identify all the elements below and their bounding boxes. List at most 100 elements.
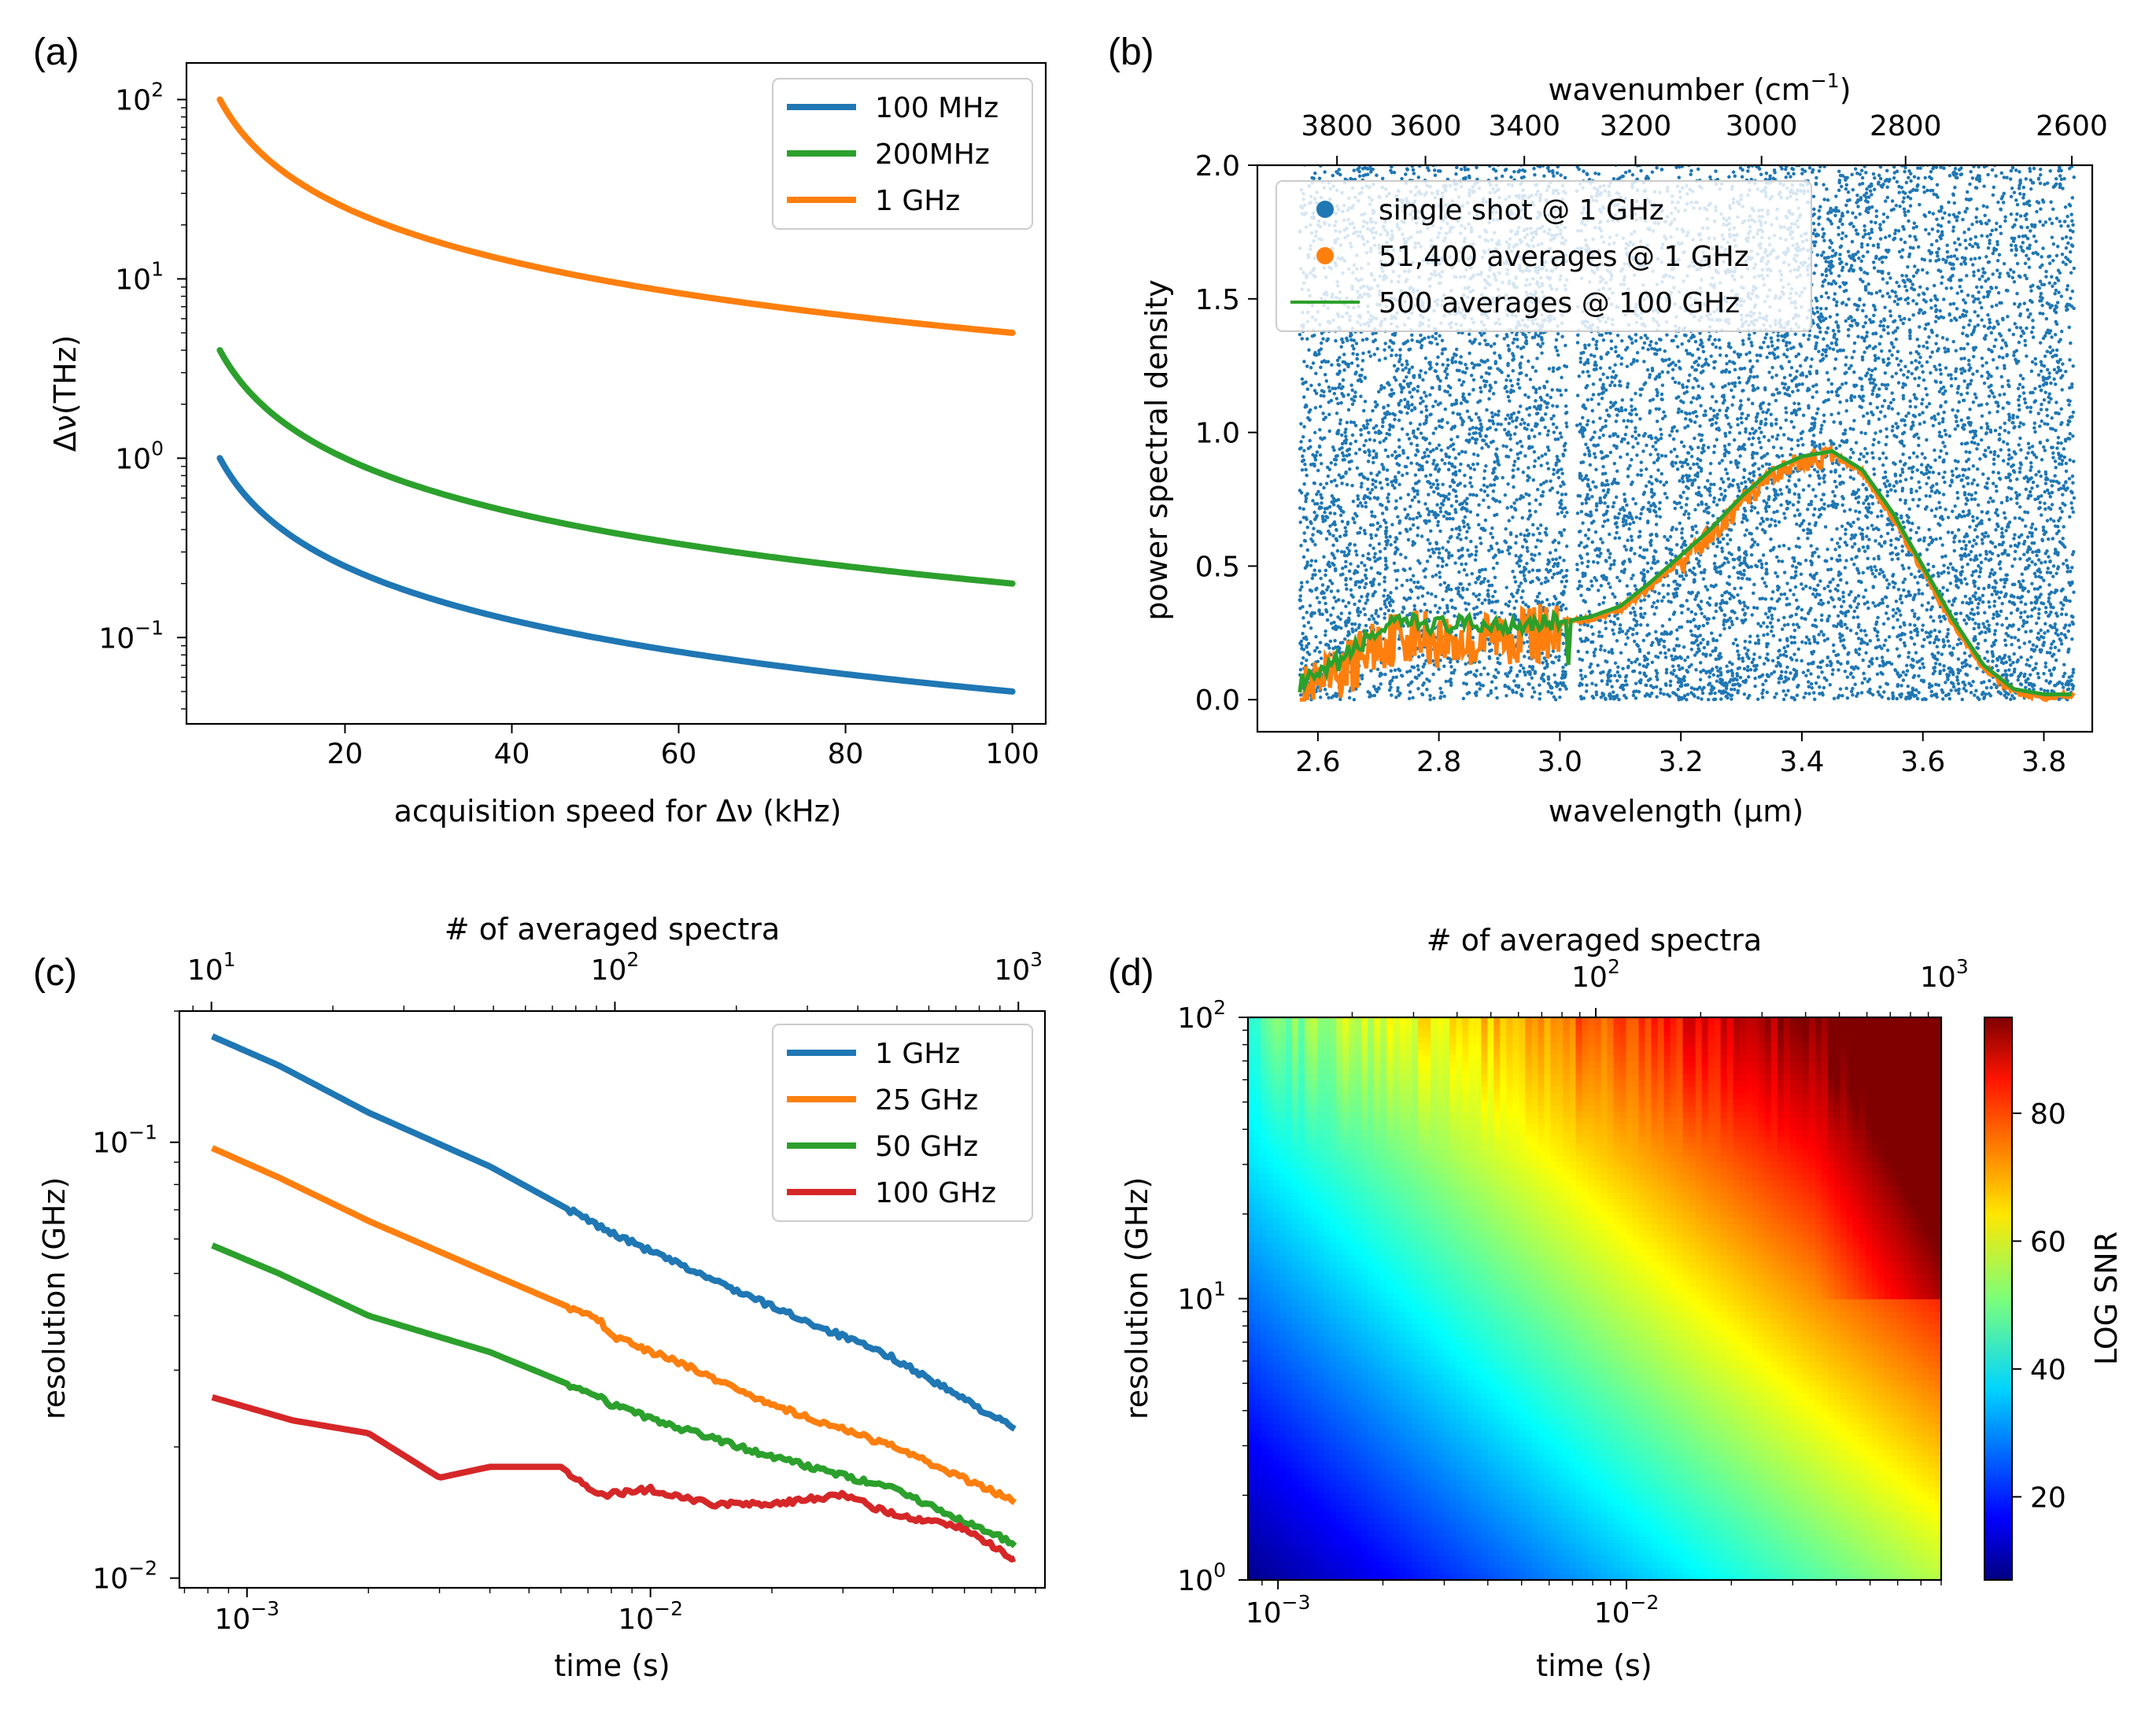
heatmap-cell [1349,1217,1356,1224]
heatmap-cell [1500,1224,1508,1231]
heatmap-cell [1393,1286,1401,1294]
heatmap-cell [1512,1373,1520,1381]
heatmap-cell [1261,1555,1268,1562]
heatmap-cell [1292,1217,1299,1224]
heatmap-cell [1386,1567,1394,1574]
heatmap-cell [1355,1423,1362,1431]
heatmap-cell [1550,1111,1558,1118]
heatmap-cell [1531,1511,1539,1519]
heatmap-cell [1506,1349,1514,1356]
heatmap-cell [1569,1130,1577,1137]
heatmap-cell [1519,1548,1527,1556]
heatmap-cell [1449,1167,1457,1175]
heatmap-cell [1380,1492,1387,1500]
heatmap-cell [1575,1411,1583,1419]
heatmap-cell [1500,1054,1508,1062]
heatmap-cell [1525,1192,1533,1200]
heatmap-cell [1512,1398,1520,1406]
heatmap-cell [1368,1292,1375,1300]
heatmap-cell [1380,1142,1387,1150]
heatmap-cell [1500,1504,1508,1512]
heatmap-cell [1487,1279,1495,1287]
heatmap-cell [1330,1267,1337,1275]
heatmap-cell [1267,1398,1274,1406]
heatmap-cell [1481,1192,1489,1200]
heatmap-cell [1412,1548,1419,1556]
heatmap-cell [1481,1042,1489,1050]
heatmap-cell [1267,1267,1274,1275]
heatmap-cell [1462,1086,1470,1094]
heatmap-cell [1254,1330,1261,1337]
heatmap-cell [1569,1492,1577,1500]
heatmap-cell [1493,1073,1501,1081]
heatmap-cell [1556,1254,1564,1262]
heatmap-cell [1374,1080,1381,1087]
heatmap-cell [1380,1130,1387,1137]
heatmap-cell [1279,1373,1287,1381]
heatmap-cell [1538,1392,1545,1400]
heatmap-cell [1336,1292,1343,1300]
heatmap-cell [1324,1330,1331,1337]
heatmap-cell [1418,1379,1426,1387]
heatmap-cell [1519,1260,1527,1268]
heatmap-cell [1424,1211,1432,1219]
heatmap-cell [1525,1260,1533,1268]
heatmap-cell [1544,1486,1552,1493]
heatmap-cell [1286,1411,1293,1419]
heatmap-cell [1368,1555,1375,1562]
heatmap-cell [1475,1536,1482,1544]
heatmap-cell [1487,1154,1495,1162]
heatmap-cell [1374,1473,1381,1481]
heatmap-cell [1399,1173,1407,1181]
heatmap-cell [1386,1561,1394,1568]
heatmap-cell [1292,1242,1299,1249]
heatmap-cell [1279,1267,1287,1275]
heatmap-cell [1317,1567,1324,1574]
heatmap-cell [1538,1192,1545,1200]
heatmap-cell [1254,1323,1261,1331]
heatmap-cell [1393,1367,1401,1375]
heatmap-cell [1267,1130,1274,1137]
heatmap-cell [1361,1067,1368,1075]
heatmap-cell [1330,1135,1337,1143]
heatmap-cell [1431,1542,1438,1550]
heatmap-cell [1311,1148,1318,1156]
heatmap-cell [1525,1392,1533,1400]
heatmap-cell [1569,1330,1577,1337]
heatmap-cell [1468,1567,1476,1574]
heatmap-cell [1361,1536,1368,1544]
heatmap-cell [1393,1379,1401,1387]
heatmap-cell [1437,1105,1445,1112]
heatmap-cell [1519,1205,1527,1212]
heatmap-cell [1349,1130,1356,1137]
heatmap-cell [1292,1098,1299,1106]
heatmap-cell [1443,1111,1451,1118]
heatmap-cell [1431,1379,1438,1387]
heatmap-cell [1468,1436,1476,1444]
heatmap-cell [1431,1117,1438,1124]
heatmap-cell [1412,1567,1419,1574]
heatmap-cell [1550,1473,1558,1481]
heatmap-cell [1475,1086,1482,1094]
heatmap-cell [1412,1336,1419,1343]
heatmap-cell [1475,1392,1482,1400]
heatmap-cell [1349,1517,1356,1525]
heatmap-cell [1500,1567,1508,1574]
heatmap-cell [1481,1292,1489,1300]
heatmap-cell [1519,1086,1527,1094]
heatmap-cell [1519,1360,1527,1368]
heatmap-cell [1324,1224,1331,1231]
heatmap-cell [1563,1186,1571,1194]
heatmap-cell [1493,1398,1501,1406]
heatmap-cell [1342,1092,1349,1100]
heatmap-cell [1261,1286,1268,1294]
heatmap-cell [1575,1367,1583,1375]
heatmap-cell [1298,1479,1305,1487]
panel-b-legend-marker [1316,201,1334,218]
heatmap-cell [1544,1154,1552,1162]
heatmap-cell [1512,1048,1520,1056]
heatmap-cell [1424,1086,1432,1094]
heatmap-cell [1412,1098,1419,1106]
heatmap-cell [1349,1555,1356,1562]
heatmap-cell [1462,1029,1470,1037]
